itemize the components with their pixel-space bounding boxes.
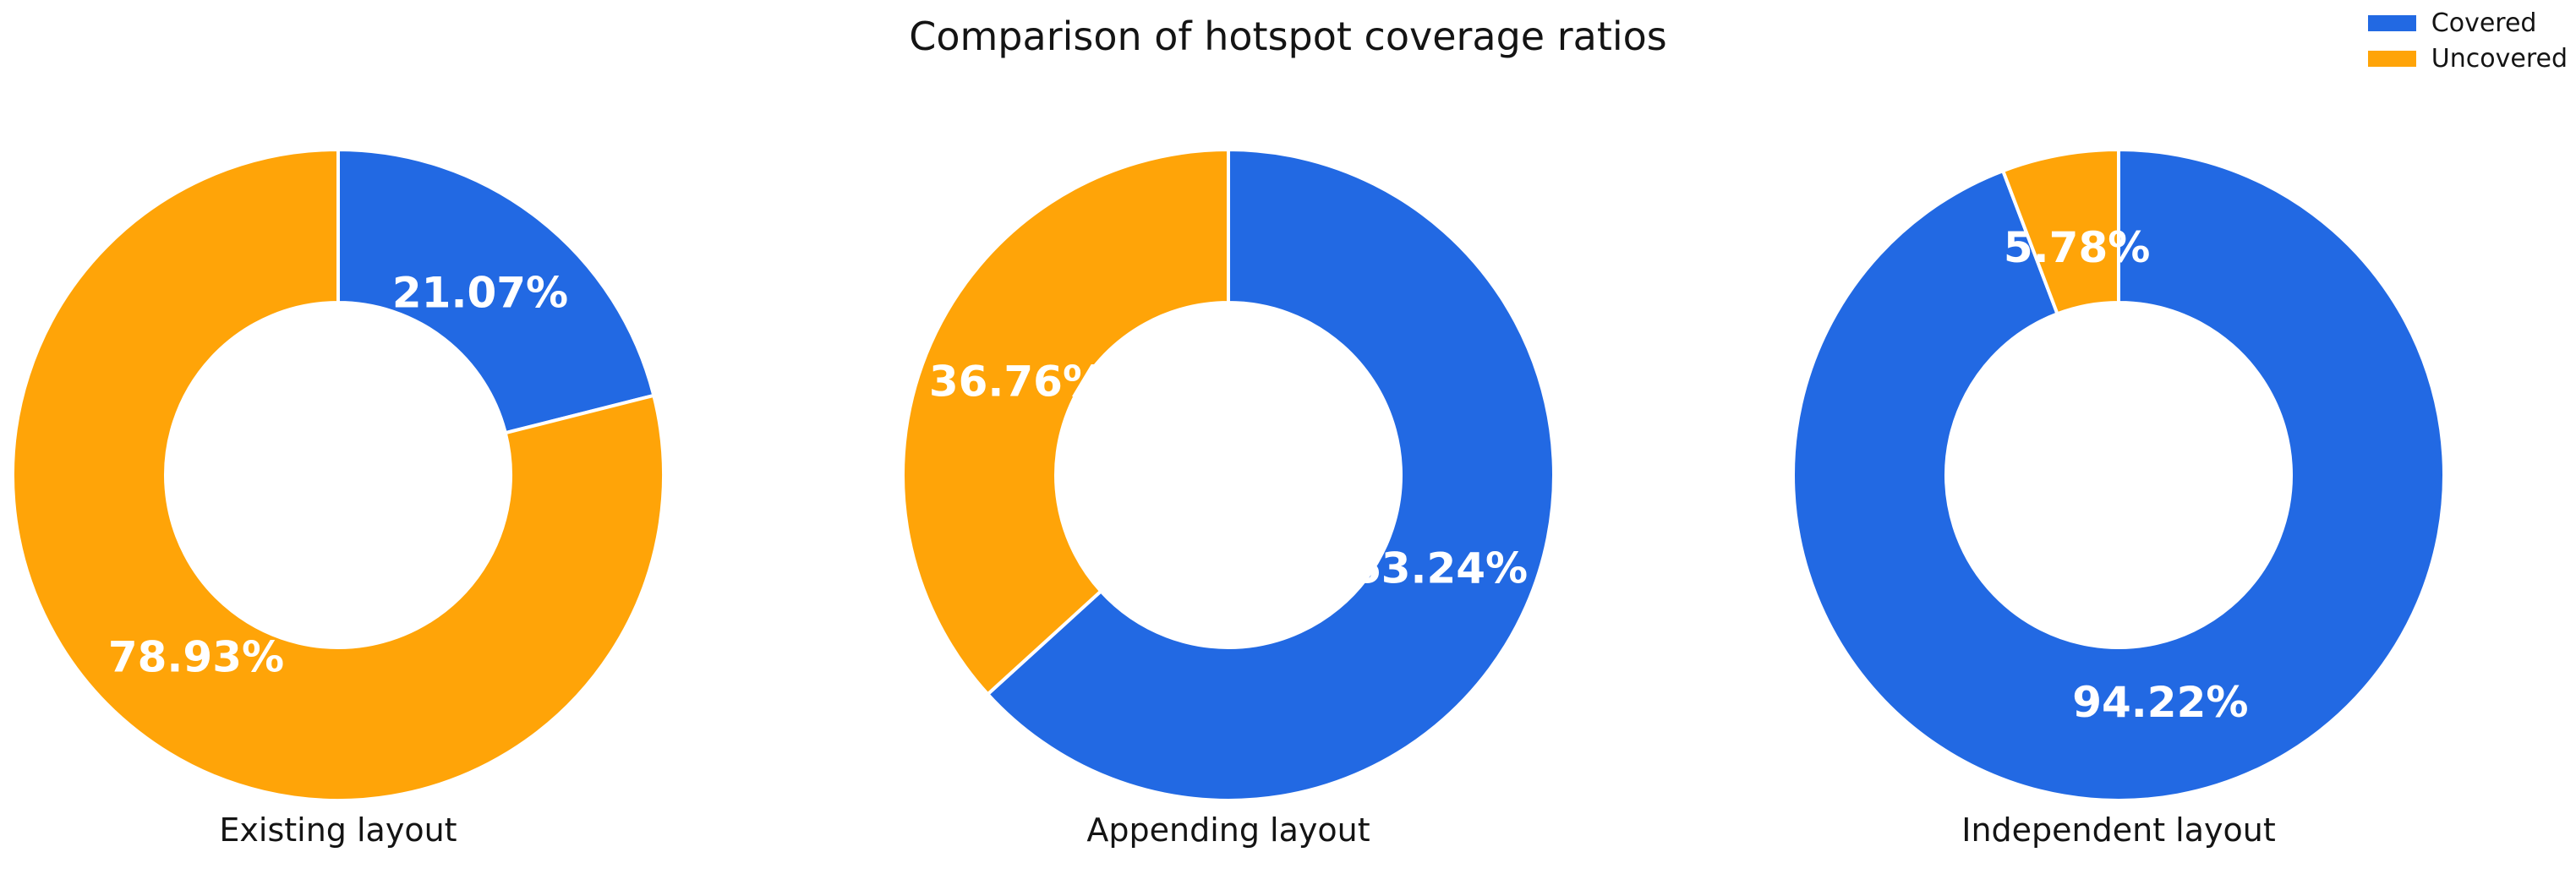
legend-swatch-covered xyxy=(2367,14,2416,31)
legend-label: Uncovered xyxy=(2431,43,2568,74)
donut-slice-covered xyxy=(986,148,1556,802)
value-label-covered: 94.22% xyxy=(2072,678,2248,727)
donut-chart-existing: 21.07% 78.93% Existing layout xyxy=(8,145,668,872)
chart-title: Comparison of hotspot coverage ratios xyxy=(909,14,1667,59)
value-label-uncovered: 5.78% xyxy=(2004,223,2150,272)
donut-slice-uncovered xyxy=(11,148,665,802)
legend-label: Covered xyxy=(2431,8,2537,38)
donut-existing-svg: 21.07% 78.93% xyxy=(11,148,665,802)
chart-caption: Existing layout xyxy=(219,811,457,849)
donut-chart-appending: 63.24% 36.76% Appending layout xyxy=(899,145,1558,872)
donut-slice-covered xyxy=(336,148,656,435)
chart-caption: Independent layout xyxy=(1961,811,2276,849)
value-label-covered: 21.07% xyxy=(392,268,568,317)
legend-item-covered: Covered xyxy=(2367,8,2568,38)
value-label-covered: 63.24% xyxy=(1352,544,1528,593)
legend: Covered Uncovered xyxy=(2367,8,2568,74)
donut-independent-svg: 94.22% 5.78% xyxy=(1791,148,2446,802)
donut-chart-independent: 94.22% 5.78% Independent layout xyxy=(1789,145,2448,872)
donut-slice-uncovered xyxy=(901,148,1230,696)
donut-appending-svg: 63.24% 36.76% xyxy=(901,148,1556,802)
donut-slice-covered xyxy=(1791,148,2446,802)
value-label-uncovered: 36.76% xyxy=(929,358,1105,407)
chart-caption: Appending layout xyxy=(1086,811,1370,849)
legend-swatch-uncovered xyxy=(2367,50,2416,67)
donut-slice-uncovered xyxy=(2001,148,2120,316)
legend-item-uncovered: Uncovered xyxy=(2367,43,2568,74)
value-label-uncovered: 78.93% xyxy=(108,633,284,682)
